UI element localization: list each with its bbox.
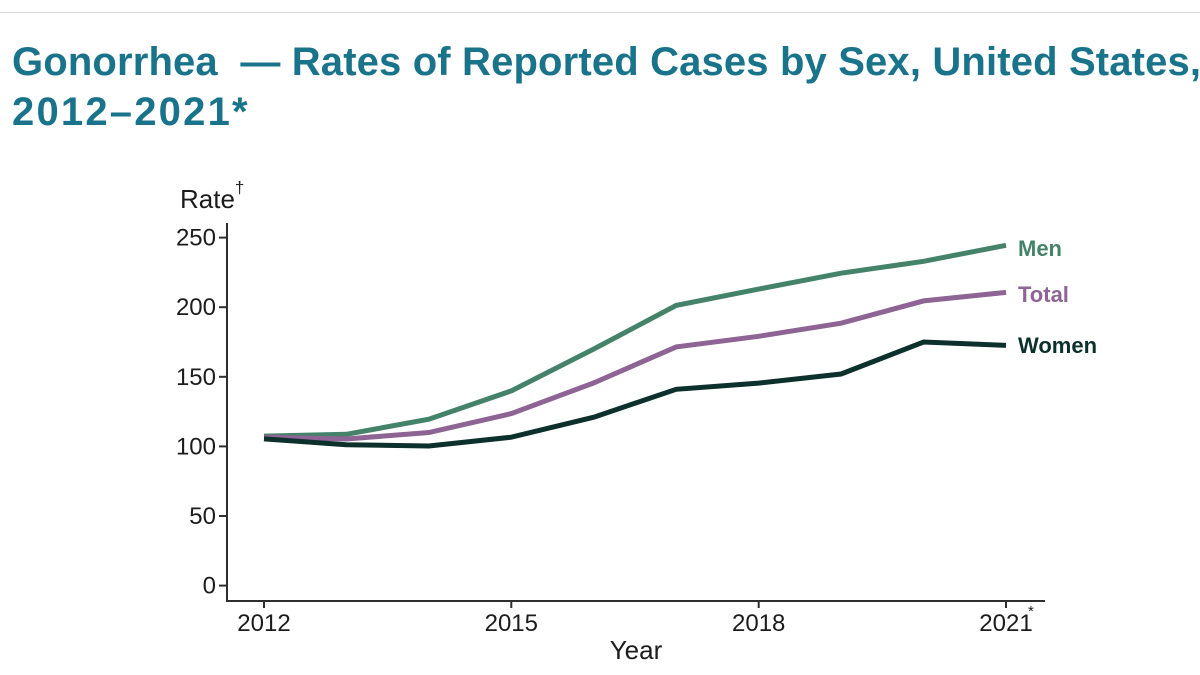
svg-text:Year: Year [610, 635, 663, 665]
svg-text:250: 250 [176, 225, 216, 252]
svg-text:150: 150 [176, 364, 216, 391]
svg-text:200: 200 [176, 294, 216, 321]
svg-text:*: * [1028, 603, 1034, 620]
svg-text:Total: Total [1018, 282, 1069, 307]
svg-text:Women: Women [1018, 333, 1097, 358]
svg-text:100: 100 [176, 433, 216, 460]
svg-text:Rate†: Rate† [180, 178, 244, 214]
svg-text:2021: 2021 [979, 610, 1032, 637]
svg-text:0: 0 [203, 573, 216, 600]
svg-text:Men: Men [1018, 236, 1062, 261]
svg-text:2015: 2015 [485, 610, 538, 637]
svg-text:50: 50 [189, 503, 216, 530]
svg-text:2018: 2018 [732, 610, 785, 637]
svg-text:2012: 2012 [237, 610, 290, 637]
